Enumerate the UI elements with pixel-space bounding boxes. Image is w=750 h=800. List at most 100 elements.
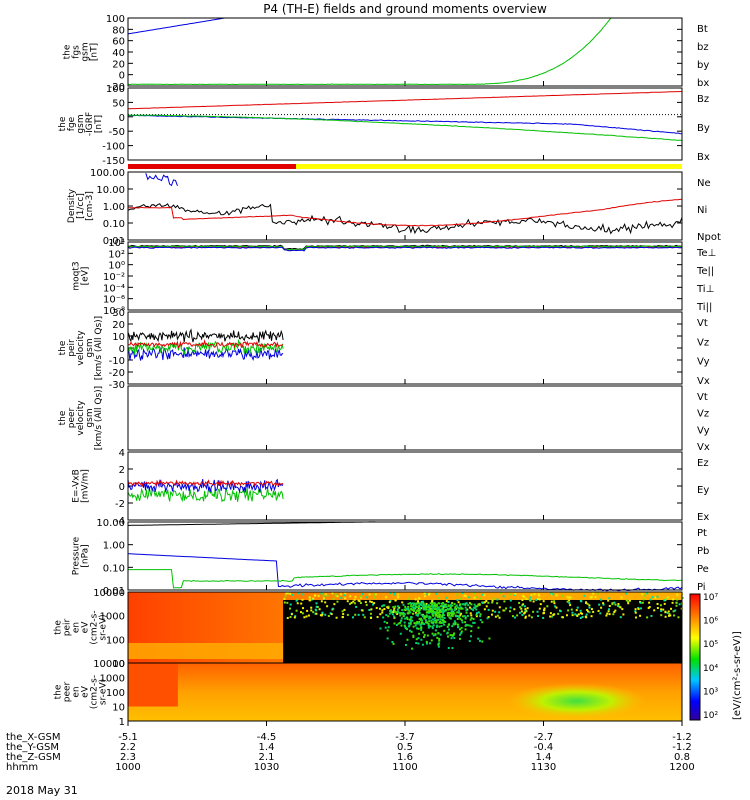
spec-pixel <box>303 616 306 619</box>
spec-pixel <box>392 611 395 614</box>
spec-pixel <box>412 612 415 615</box>
orbit-value: 1.4 <box>259 742 275 753</box>
spec-pixel <box>321 611 324 614</box>
spec-pixel <box>639 614 642 617</box>
panel-density: 100.00 10.00 1.00 0.10 0.01 Density [1/cc] [cm-… <box>67 168 721 247</box>
spec-pixel <box>664 615 667 618</box>
spec-pixel <box>422 605 425 608</box>
efield-traces <box>128 478 284 503</box>
spec-pixel <box>451 647 454 650</box>
spec-pixel <box>402 611 405 614</box>
figure-title: P4 (TH-E) fields and ground moments over… <box>263 2 547 16</box>
spec-pixel <box>464 616 467 619</box>
spec-pixel <box>653 609 656 612</box>
spec-pixel <box>435 603 438 606</box>
spec-pixel <box>473 592 476 595</box>
orbit-value: -2.7 <box>534 732 554 743</box>
spec-pixel <box>537 593 540 596</box>
spec-pixel <box>436 624 439 627</box>
spec-pixel <box>468 602 471 605</box>
spec-pixel <box>443 610 446 613</box>
spec-pixel <box>410 605 413 608</box>
spec-pixel <box>429 602 432 605</box>
spec-pixel <box>406 628 409 631</box>
spec-pixel <box>516 614 519 617</box>
spec-pixel <box>607 610 610 613</box>
spec-pixel <box>532 610 535 613</box>
spec-pixel <box>417 627 420 630</box>
spec-pixel <box>382 616 385 619</box>
spec-pixel <box>521 599 524 602</box>
ytick-label: 1000 <box>100 674 125 685</box>
spec-pixel <box>289 607 292 610</box>
spec-pixel <box>302 593 305 596</box>
spec-pixel <box>436 611 439 614</box>
spec-pixel <box>331 592 334 595</box>
spec-pixel <box>457 615 460 618</box>
spec-pixel <box>477 611 480 614</box>
spec-pixel <box>416 614 419 617</box>
spec-pixel <box>533 593 536 596</box>
ylabel-line: (cm2-s- <box>90 610 100 644</box>
ytick-label: 100.00 <box>90 168 125 179</box>
spec-pixel <box>594 596 597 599</box>
spec-pixel <box>469 612 472 615</box>
spec-pixel <box>530 594 533 597</box>
panel-frame <box>127 451 683 521</box>
spec-pixel <box>438 610 441 613</box>
spec-pixel <box>332 597 335 600</box>
spec-pixel <box>445 596 448 599</box>
spec-pixel <box>385 614 388 617</box>
spec-pixel <box>459 633 462 636</box>
spec-pixel <box>457 601 460 604</box>
spec-pixel <box>415 609 418 612</box>
spec-pixel <box>420 622 423 625</box>
spec-pixel <box>414 611 417 614</box>
spec-pixel <box>659 604 662 607</box>
spec-pixel <box>427 626 430 629</box>
spec-pixel <box>430 602 433 605</box>
temp-traces <box>128 244 682 252</box>
spec-pixel <box>441 610 444 613</box>
spec-pixel <box>373 593 376 596</box>
orbit-row-label: the_X-GSM <box>6 732 60 743</box>
ytick-label: 1000 <box>100 612 125 623</box>
spec-pixel <box>388 612 391 615</box>
spec-pixel <box>310 606 313 609</box>
spec-pixel <box>614 603 617 606</box>
ytick-label: 4 <box>119 448 125 459</box>
spec-pixel <box>385 596 388 599</box>
ylabel-line: the <box>58 410 68 425</box>
spec-pixel <box>363 616 366 619</box>
spec-pixel <box>301 598 304 601</box>
spec-pixel <box>421 615 424 618</box>
spec-pixel <box>427 605 430 608</box>
spec-pixel <box>637 606 640 609</box>
spec-pixel <box>579 599 582 602</box>
spec-pixel <box>457 625 460 628</box>
ylabel-line: en <box>72 686 82 697</box>
panel-frame <box>127 17 683 87</box>
ylabel-line: moqt3 <box>72 261 82 290</box>
colorbar-tick-label: 10⁵ <box>703 640 718 650</box>
spec-pixel <box>386 637 389 640</box>
spec-pixel <box>496 614 499 617</box>
spec-pixel <box>588 606 591 609</box>
spec-pixel <box>672 610 675 613</box>
spec-pixel <box>428 617 431 620</box>
spec-pixel <box>459 614 462 617</box>
ylabel: the peir velocity gsm [km/s (All Qs)] <box>58 316 104 380</box>
spec-pixel <box>579 609 582 612</box>
spec-pixel <box>461 592 464 595</box>
spec-pixel <box>478 639 481 642</box>
spec-pixel <box>639 600 642 603</box>
ylabel: Pressure [nPa] <box>72 536 91 575</box>
spec-pixel <box>451 614 454 617</box>
spec-pixel <box>435 592 438 595</box>
spec-pixel <box>590 595 593 598</box>
spec-pixel <box>421 621 424 624</box>
spec-pixel <box>342 613 345 616</box>
spec-pixel <box>364 601 367 604</box>
spec-pixel <box>448 608 451 611</box>
